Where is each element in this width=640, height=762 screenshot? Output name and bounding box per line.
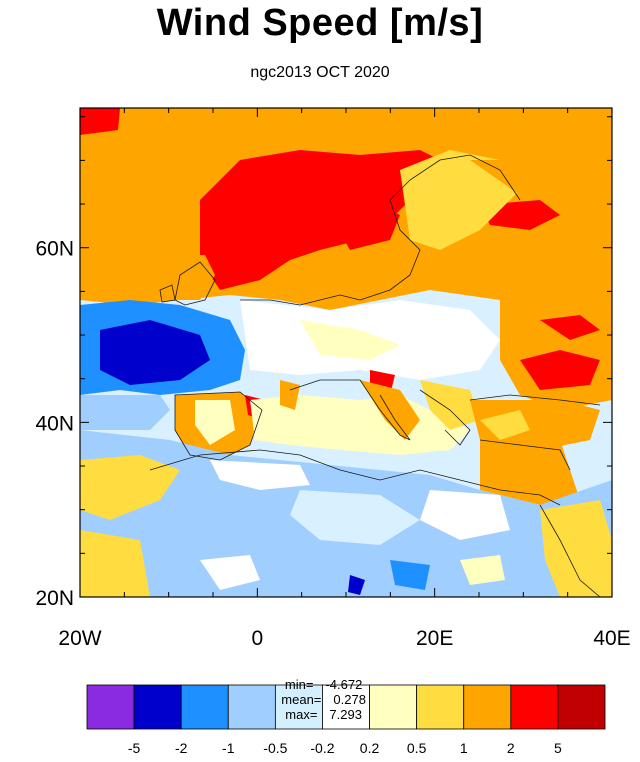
colorbar-labels: -5 -2 -1 -0.5 -0.2 0.2 0.5 1 2 5 — [128, 740, 562, 756]
wind-speed-field — [80, 108, 612, 597]
min-value: -4.672 — [325, 677, 363, 692]
colorbar — [86, 684, 606, 730]
max-label: max= — [285, 707, 318, 722]
coastlines — [149, 154, 601, 597]
y-tick-label: 60N — [35, 238, 74, 261]
colorbar-label: -0.2 — [310, 740, 334, 756]
colorbar-swatch — [227, 684, 276, 730]
colorbar-label: 0.5 — [407, 740, 427, 756]
stats-line: min= -4.672 mean= 0.278 max= 7.293 — [0, 662, 640, 722]
x-tick-label: 0 — [251, 627, 263, 650]
x-tick-label: 20W — [58, 627, 101, 650]
colorbar-label: -5 — [128, 740, 141, 756]
y-tick-label: 40N — [35, 412, 74, 435]
max-value: 7.293 — [329, 707, 362, 722]
colorbar-swatch — [180, 684, 229, 730]
colorbar-swatch — [557, 684, 606, 730]
colorbar-swatch — [133, 684, 182, 730]
chart-title: Wind Speed [m/s] — [156, 2, 484, 44]
axis-tick-labels: 20W 0 20E 40E 20N 40N 60N — [35, 238, 630, 650]
y-tick-label: 20N — [35, 587, 74, 610]
colorbar-label: 1 — [460, 740, 468, 756]
axis-ticks — [79, 108, 613, 598]
colorbar-swatch — [416, 684, 465, 730]
min-label: min= — [284, 677, 314, 692]
colorbar-label: 2 — [507, 740, 515, 756]
colorbar-swatch — [510, 684, 559, 730]
colorbar-swatch — [86, 684, 135, 730]
colorbar-label: 5 — [554, 740, 562, 756]
x-tick-label: 40E — [593, 627, 630, 650]
colorbar-label: -0.5 — [263, 740, 287, 756]
mean-label: mean= — [281, 692, 322, 707]
colorbar-label: -2 — [175, 740, 188, 756]
colorbar-swatch — [463, 684, 512, 730]
colorbar-swatch — [274, 684, 323, 730]
colorbar-swatch — [369, 684, 418, 730]
mean-value: 0.278 — [333, 692, 366, 707]
colorbar-label: -1 — [222, 740, 235, 756]
colorbar-label: 0.2 — [360, 740, 380, 756]
chart-subtitle: ngc2013 OCT 2020 — [250, 64, 390, 81]
x-tick-label: 20E — [416, 627, 453, 650]
